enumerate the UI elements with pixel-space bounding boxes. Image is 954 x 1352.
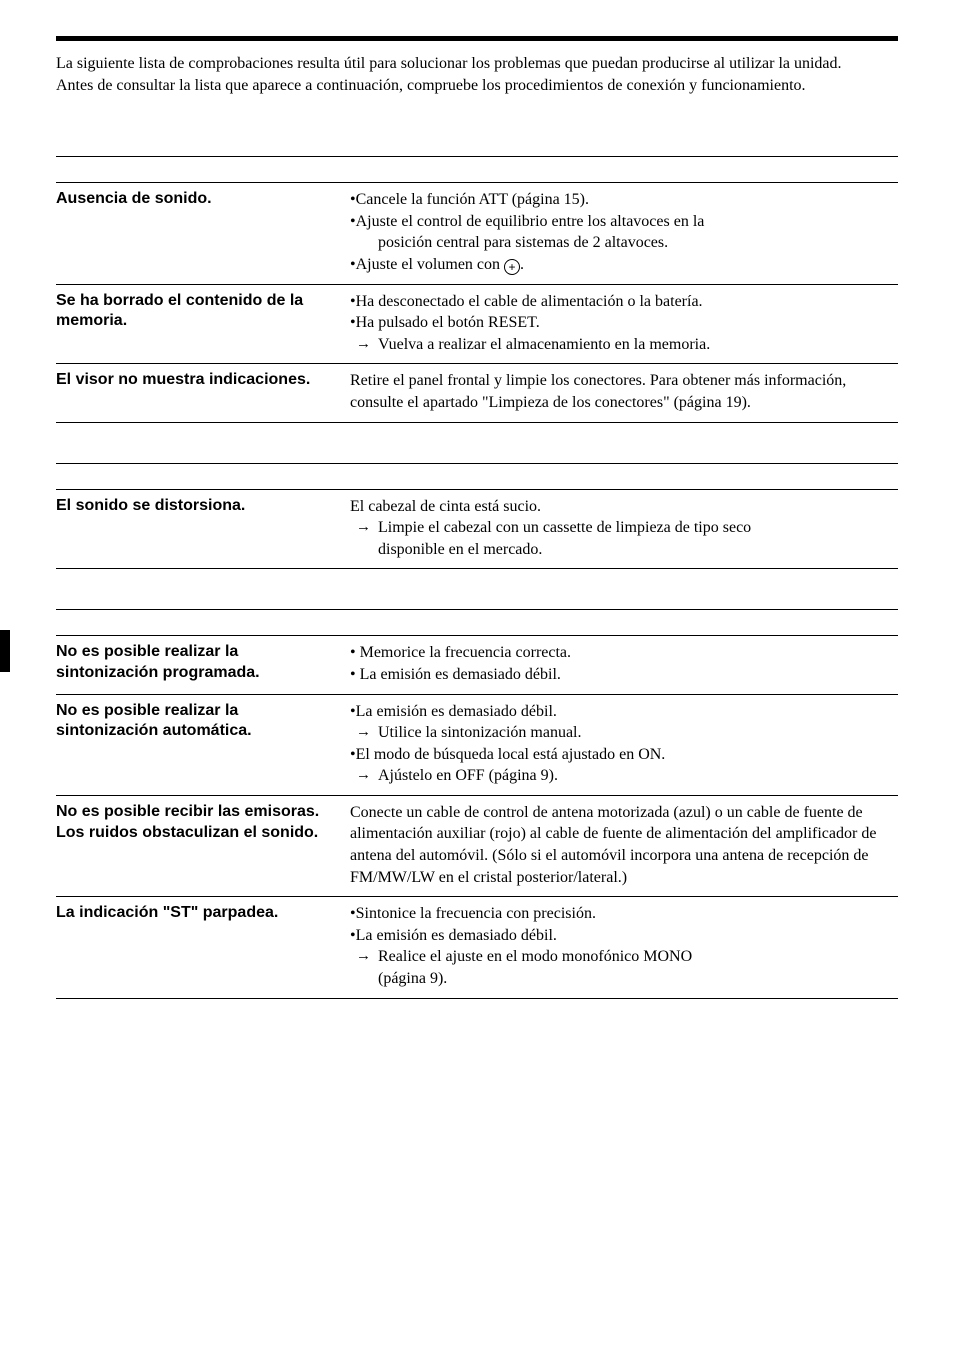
arrow-line: Utilice la sintonización manual. — [350, 722, 898, 744]
solution-text: • Memorice la frecuencia correcta.• La e… — [350, 642, 898, 685]
table-row: No es posible recibir las emisoras.Los r… — [56, 796, 898, 897]
solution-text: •Ha desconectado el cable de alimentació… — [350, 291, 898, 356]
problem-label: Ausencia de sonido. — [56, 189, 350, 275]
problem-label: Se ha borrado el contenido de la memoria… — [56, 291, 350, 356]
sub-line: (página 9). — [350, 968, 898, 990]
section-spacer — [56, 610, 898, 636]
intro-line1: La siguiente lista de comprobaciones res… — [56, 55, 842, 72]
arrow-line: Vuelva a realizar el almacenamiento en l… — [350, 334, 898, 356]
plus-icon: + — [504, 259, 520, 275]
arrow-line: Realice el ajuste en el modo monofónico … — [350, 946, 898, 968]
table-row: El sonido se distorsiona.El cabezal de c… — [56, 490, 898, 570]
problem-label: El sonido se distorsiona. — [56, 496, 350, 561]
text-line: •Ajuste el control de equilibrio entre l… — [350, 211, 898, 233]
arrow-line: Limpie el cabezal con un cassette de lim… — [350, 517, 898, 539]
text-line: Retire el panel frontal y limpie los con… — [350, 370, 898, 413]
problem-label: No es posible realizar la sintonización … — [56, 642, 350, 685]
text-line: El cabezal de cinta está sucio. — [350, 496, 898, 518]
solution-text: •Sintonice la frecuencia con precisión.•… — [350, 903, 898, 989]
section-spacer — [56, 464, 898, 490]
arrow-line: Ajústelo en OFF (página 9). — [350, 765, 898, 787]
text-line: Conecte un cable de control de antena mo… — [350, 802, 898, 888]
section-general: Ausencia de sonido.•Cancele la función A… — [56, 156, 898, 422]
sub-line: posición central para sistemas de 2 alta… — [350, 232, 898, 254]
table-row: Se ha borrado el contenido de la memoria… — [56, 285, 898, 365]
text-line: •Ha pulsado el botón RESET. — [350, 312, 898, 334]
solution-text: •Cancele la función ATT (página 15).•Aju… — [350, 189, 898, 275]
text-line: •La emisión es demasiado débil. — [350, 925, 898, 947]
text-line: •La emisión es demasiado débil. — [350, 701, 898, 723]
problem-label: No es posible recibir las emisoras.Los r… — [56, 802, 350, 888]
text-line: • La emisión es demasiado débil. — [350, 664, 898, 686]
problem-label: No es posible realizar la sintonización … — [56, 701, 350, 787]
solution-text: Retire el panel frontal y limpie los con… — [350, 370, 898, 413]
text-line: •Ha desconectado el cable de alimentació… — [350, 291, 898, 313]
text-line: •Sintonice la frecuencia con precisión. — [350, 903, 898, 925]
solution-text: •La emisión es demasiado débil.Utilice l… — [350, 701, 898, 787]
intro-paragraph: La siguiente lista de comprobaciones res… — [56, 53, 898, 96]
sub-line: disponible en el mercado. — [350, 539, 898, 561]
text-line: • Memorice la frecuencia correcta. — [350, 642, 898, 664]
text-line: •Ajuste el volumen con +. — [350, 254, 898, 276]
section-radio: No es posible realizar la sintonización … — [56, 609, 898, 998]
intro-line2: Antes de consultar la lista que aparece … — [56, 77, 806, 94]
problem-label: El visor no muestra indicaciones. — [56, 370, 350, 413]
problem-label: La indicación "ST" parpadea. — [56, 903, 350, 989]
table-row: La indicación "ST" parpadea.•Sintonice l… — [56, 897, 898, 998]
table-row: El visor no muestra indicaciones.Retire … — [56, 364, 898, 422]
document-page: { "intro": { "line1": "La siguiente list… — [0, 0, 954, 1095]
text-line: •Cancele la función ATT (página 15). — [350, 189, 898, 211]
table-row: No es posible realizar la sintonización … — [56, 636, 898, 694]
section-spacer — [56, 157, 898, 183]
table-row: Ausencia de sonido.•Cancele la función A… — [56, 183, 898, 284]
text-line: •El modo de búsqueda local está ajustado… — [350, 744, 898, 766]
solution-text: Conecte un cable de control de antena mo… — [350, 802, 898, 888]
top-thick-rule — [56, 36, 898, 41]
solution-text: El cabezal de cinta está sucio.Limpie el… — [350, 496, 898, 561]
section-cassette: El sonido se distorsiona.El cabezal de c… — [56, 463, 898, 570]
table-row: No es posible realizar la sintonización … — [56, 695, 898, 796]
side-tab — [0, 630, 10, 672]
